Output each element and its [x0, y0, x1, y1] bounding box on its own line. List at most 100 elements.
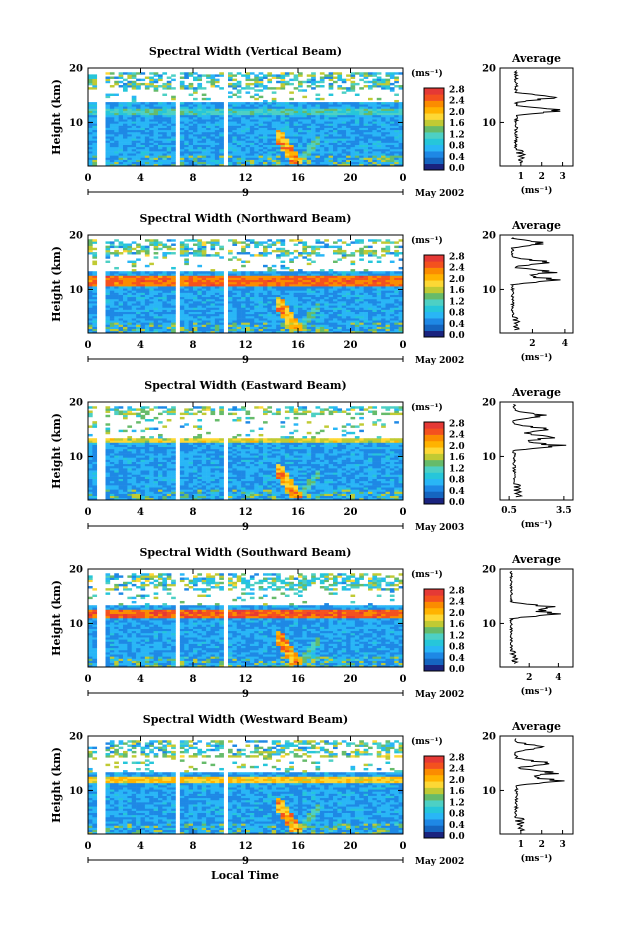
- heatmap-cell: [280, 85, 286, 88]
- heatmap-cell: [153, 277, 159, 281]
- heatmap-cell: [271, 131, 277, 135]
- heatmap-cell: [372, 129, 378, 133]
- heatmap-cell: [214, 108, 220, 111]
- heatmap-cell: [140, 247, 146, 251]
- heatmap-cell: [188, 309, 194, 312]
- heatmap-cell: [346, 142, 351, 145]
- heatmap-cell: [363, 252, 369, 255]
- heatmap-cell: [88, 138, 93, 141]
- heatmap-cell: [302, 303, 308, 306]
- heatmap-cell: [123, 78, 128, 82]
- heatmap-cell: [118, 301, 124, 304]
- heatmap-cell: [166, 87, 172, 90]
- heatmap-cell: [201, 322, 207, 325]
- heatmap-cell: [158, 76, 163, 79]
- heatmap-cell: [258, 305, 264, 308]
- heatmap-cell: [381, 330, 386, 334]
- heatmap-cell: [385, 163, 391, 167]
- heatmap-cell: [289, 123, 294, 126]
- heatmap-cell: [201, 298, 207, 302]
- heatmap-cell: [249, 153, 255, 156]
- heatmap-cell: [127, 324, 133, 327]
- heatmap-cell: [263, 134, 268, 137]
- heatmap-cell: [381, 163, 386, 167]
- heatmap-cell: [319, 151, 325, 154]
- heatmap-cell: [394, 271, 399, 274]
- heatmap-cell: [193, 157, 198, 160]
- heatmap-cell: [219, 322, 224, 325]
- heatmap-cell: [311, 157, 316, 160]
- heatmap-cell: [92, 82, 98, 86]
- heatmap-cell: [144, 138, 150, 141]
- heatmap-cell: [389, 294, 395, 298]
- heatmap-cell: [258, 131, 264, 135]
- heatmap-cell: [280, 161, 286, 165]
- heatmap-cell: [232, 330, 238, 334]
- heatmap-cell: [394, 328, 399, 332]
- heatmap-cell: [149, 307, 154, 310]
- heatmap-cell: [144, 273, 150, 276]
- heatmap-cell: [381, 311, 386, 315]
- heatmap-cell: [389, 275, 395, 278]
- heatmap-cell: [210, 85, 216, 88]
- heatmap-cell: [136, 313, 141, 317]
- heatmap-cell: [276, 114, 281, 118]
- heatmap-cell: [188, 114, 194, 118]
- heatmap-cell: [324, 273, 329, 276]
- heatmap-cell: [363, 144, 369, 148]
- heatmap-cell: [350, 117, 356, 120]
- heatmap-cell: [228, 78, 233, 82]
- heatmap-cell: [88, 245, 93, 249]
- heatmap-cell: [241, 326, 246, 330]
- heatmap-cell: [127, 326, 133, 330]
- heatmap-cell: [319, 290, 325, 293]
- heatmap-cell: [372, 315, 378, 319]
- heatmap-cell: [171, 110, 176, 114]
- heatmap-cell: [193, 89, 198, 92]
- heatmap-cell: [368, 136, 373, 139]
- heatmap-cell: [319, 112, 325, 116]
- heatmap-cell: [394, 119, 399, 122]
- heatmap-cell: [363, 123, 369, 126]
- heatmap-cell: [188, 303, 194, 306]
- heatmap-cell: [350, 254, 356, 257]
- heatmap-cell: [389, 163, 395, 167]
- heatmap-cell: [210, 112, 216, 116]
- heatmap-cell: [136, 78, 141, 82]
- heatmap-cell: [214, 292, 220, 295]
- heatmap-cell: [236, 138, 242, 141]
- heatmap-cell: [311, 286, 316, 289]
- heatmap-cell: [123, 277, 128, 281]
- heatmap-cell: [389, 110, 395, 114]
- heatmap-cell: [350, 298, 356, 302]
- heatmap-cell: [311, 125, 316, 128]
- heatmap-cell: [232, 271, 238, 274]
- heatmap-cell: [354, 239, 360, 242]
- heatmap-cell: [280, 315, 286, 319]
- heatmap-cell: [289, 119, 294, 122]
- heatmap-cell: [214, 125, 220, 128]
- date-label: May 2002: [415, 189, 464, 199]
- heatmap-cell: [136, 249, 141, 253]
- heatmap-cell: [123, 110, 128, 114]
- heatmap-cell: [311, 102, 316, 105]
- heatmap-cell: [109, 292, 115, 295]
- heatmap-cell: [232, 114, 238, 118]
- heatmap-cell: [276, 159, 281, 163]
- heatmap-cell: [398, 305, 404, 308]
- heatmap-cell: [197, 322, 203, 325]
- heatmap-cell: [267, 144, 273, 148]
- heatmap-cell: [333, 288, 338, 291]
- colorbar-swatch: [424, 88, 444, 95]
- heatmap-cell: [280, 72, 286, 75]
- heatmap-cell: [184, 114, 189, 118]
- heatmap-cell: [337, 309, 343, 312]
- heatmap-cell: [271, 142, 277, 145]
- heatmap-cell: [153, 245, 159, 249]
- heatmap-cell: [311, 74, 316, 77]
- heatmap-cell: [232, 318, 238, 321]
- heatmap-cell: [232, 153, 238, 156]
- heatmap-cell: [193, 254, 198, 257]
- heatmap-cell: [232, 110, 238, 114]
- heatmap-cell: [140, 138, 146, 141]
